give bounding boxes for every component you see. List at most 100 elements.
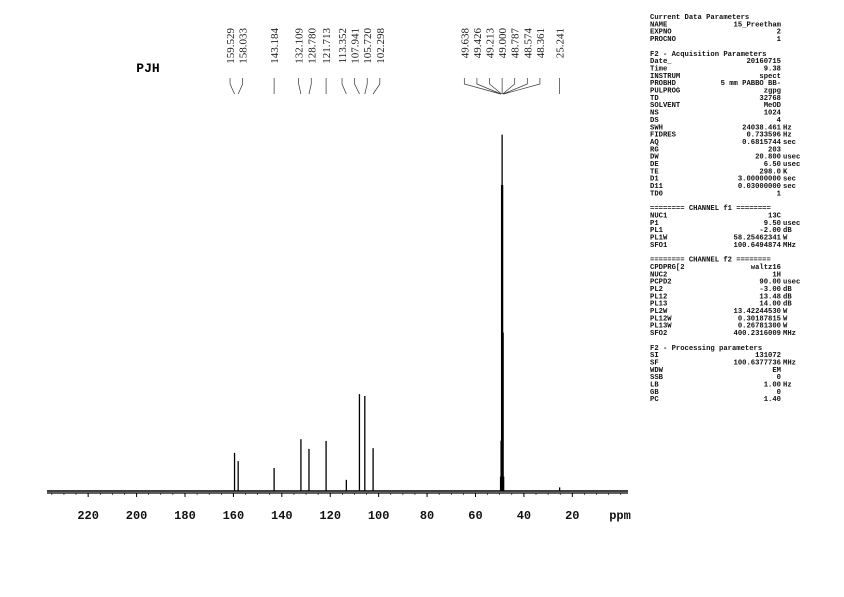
param-value: 14.00 xyxy=(759,301,781,309)
peak-label: 49.213 xyxy=(485,28,497,59)
param-name: NUC2 xyxy=(650,271,667,279)
param-value: 0 xyxy=(777,389,781,397)
peak-label-leader xyxy=(502,78,516,95)
param-name: DW xyxy=(650,154,659,162)
param-name: NS xyxy=(650,110,659,118)
param-name: WDW xyxy=(650,367,664,375)
param-name: PROBHD xyxy=(650,80,677,88)
section-heading: F2 - Acquisition Parameters xyxy=(650,51,766,59)
param-name: PCPD2 xyxy=(650,279,672,287)
param-value: 1 xyxy=(777,36,782,44)
param-value: 131072 xyxy=(755,352,781,360)
param-value: 0.26781300 xyxy=(738,323,781,331)
param-name: SFO2 xyxy=(650,330,667,338)
param-name: CPDPRG[2 xyxy=(650,264,685,272)
param-name: PL1W xyxy=(650,235,668,243)
param-name: Time xyxy=(650,65,667,73)
section-heading: ======== CHANNEL f2 ======== xyxy=(650,257,771,265)
param-name: PROCNO xyxy=(650,36,677,44)
param-name: Date_ xyxy=(650,58,672,66)
param-value: EM xyxy=(772,367,781,375)
peak-label: 102.298 xyxy=(375,28,387,64)
x-tick-label: 40 xyxy=(517,509,531,523)
param-value: 13C xyxy=(768,212,782,220)
x-axis-label: ppm xyxy=(609,509,631,523)
param-name: DS xyxy=(650,117,659,125)
param-name: P1 xyxy=(650,220,659,228)
param-value: 58.25462341 xyxy=(734,235,782,243)
param-value: 1.00 xyxy=(764,382,781,390)
param-name: PC xyxy=(650,396,659,404)
param-unit: MHz xyxy=(783,242,796,250)
peak-label-leader xyxy=(354,78,360,95)
param-unit: usec xyxy=(783,161,800,169)
param-name: D11 xyxy=(650,183,664,191)
peak-label: 143.184 xyxy=(269,28,281,64)
param-name: TD0 xyxy=(650,190,663,198)
peak-label-leader xyxy=(237,78,244,95)
param-value: -3.00 xyxy=(759,286,781,294)
param-unit: MHz xyxy=(783,359,796,367)
param-name: SFO1 xyxy=(650,242,668,250)
peak-label-leader xyxy=(372,78,381,95)
param-name: FIDRES xyxy=(650,132,677,140)
param-value: 3.00000000 xyxy=(738,176,781,184)
param-value: 6.50 xyxy=(764,161,781,169)
peak-label: 159.529 xyxy=(225,28,237,64)
param-unit: dB xyxy=(783,293,792,301)
peak-label: 49.638 xyxy=(459,28,471,59)
x-tick-label: 220 xyxy=(77,509,99,523)
param-name: SWH xyxy=(650,124,663,132)
peak-label-leader xyxy=(503,78,541,95)
peak-label-leader xyxy=(476,78,502,95)
param-unit: W xyxy=(783,323,788,331)
param-value: 100.6377736 xyxy=(734,359,781,367)
peak-label: 25.241 xyxy=(555,28,567,58)
param-unit: usec xyxy=(783,154,800,162)
param-value: 9.50 xyxy=(764,220,781,228)
x-tick-label: 120 xyxy=(319,509,341,523)
param-value: 20.800 xyxy=(755,154,781,162)
param-value: 400.2316009 xyxy=(734,330,781,338)
param-value: 1.40 xyxy=(764,396,781,404)
param-value: MeOD xyxy=(764,102,782,110)
peak-label-leader xyxy=(364,78,368,95)
peak-label-leader xyxy=(463,78,501,95)
param-name: PL12W xyxy=(650,315,672,323)
peak-label: 48.574 xyxy=(522,28,534,59)
peak-label: 158.033 xyxy=(238,28,250,64)
param-name: NAME xyxy=(650,21,668,29)
param-value: 13.42244530 xyxy=(734,308,781,316)
param-name: AQ xyxy=(650,139,659,147)
peak-label: 105.720 xyxy=(362,28,374,64)
peak-label-leader xyxy=(229,78,235,95)
param-value: 0.6815744 xyxy=(742,139,782,147)
x-tick-label: 60 xyxy=(468,509,482,523)
x-tick-label: 20 xyxy=(565,509,579,523)
param-name: GB xyxy=(650,389,659,397)
param-name: SSB xyxy=(650,374,664,382)
param-value: 13.48 xyxy=(759,293,781,301)
param-unit: W xyxy=(783,235,788,243)
param-value: 15_Preetham xyxy=(734,21,782,29)
param-value: 90.00 xyxy=(759,279,781,287)
param-value: 4 xyxy=(777,117,782,125)
param-unit: K xyxy=(783,168,788,176)
param-unit: usec xyxy=(783,279,800,287)
param-name: NUC1 xyxy=(650,212,668,220)
param-value: waltz16 xyxy=(751,264,781,272)
param-unit: dB xyxy=(783,227,792,235)
param-value: 32768 xyxy=(759,95,781,103)
param-value: 100.6494874 xyxy=(734,242,782,250)
param-value: 24038.461 xyxy=(742,124,782,132)
param-value: 1 xyxy=(777,190,782,198)
param-name: PL12 xyxy=(650,293,667,301)
param-unit: Hz xyxy=(783,124,792,132)
param-unit: Hz xyxy=(783,382,792,390)
param-unit: dB xyxy=(783,286,792,294)
x-tick-label: 180 xyxy=(174,509,196,523)
peak-label-leader xyxy=(503,78,528,95)
param-name: TE xyxy=(650,168,659,176)
section-heading: Current Data Parameters xyxy=(650,14,749,22)
